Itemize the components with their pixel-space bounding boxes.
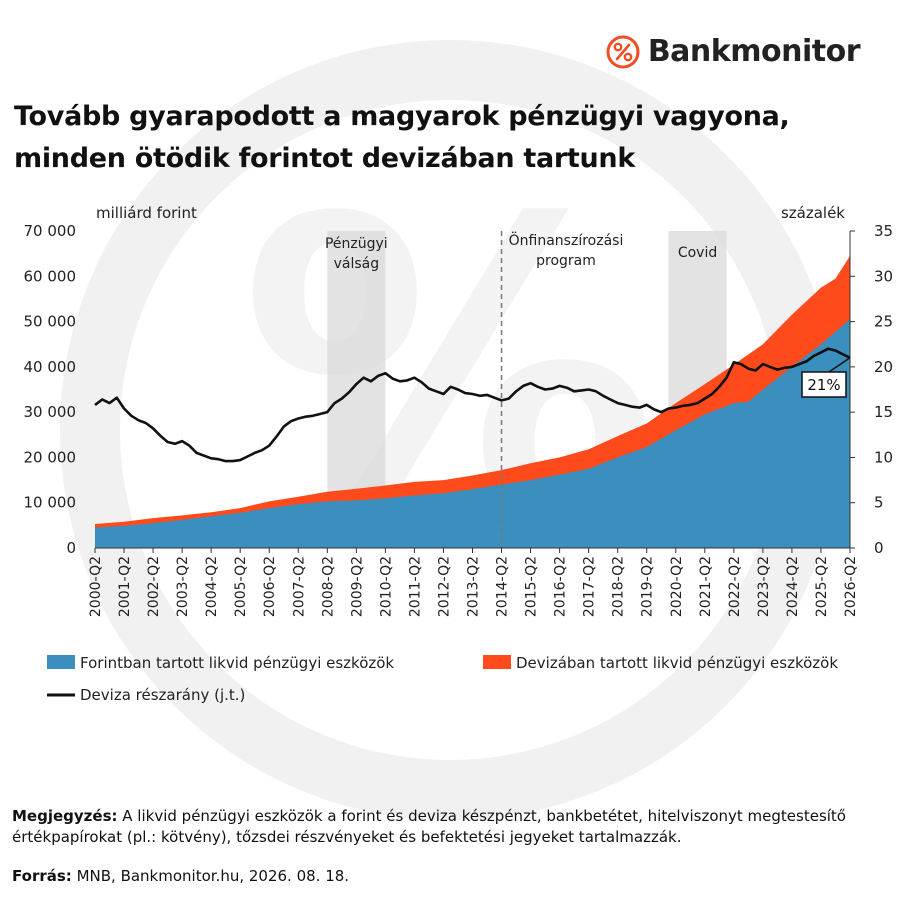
program-label-line: program <box>536 253 596 269</box>
x-tick-label: 2001-Q2 <box>117 556 133 617</box>
y-left-tick-label: 0 <box>66 539 76 557</box>
y-right-tick-label: 0 <box>874 539 884 557</box>
legend-swatch-deviza <box>483 655 511 669</box>
x-tick-label: 2021-Q2 <box>698 556 714 617</box>
x-tick-label: 2025-Q2 <box>814 556 830 617</box>
callout-value: 21% <box>807 376 840 394</box>
source-note: Forrás: MNB, Bankmonitor.hu, 2026. 08. 1… <box>12 867 349 885</box>
brand-logo: Bankmonitor <box>606 34 861 69</box>
legend-label-forint: Forintban tartott likvid pénzügyi eszköz… <box>80 654 394 672</box>
x-tick-label: 2019-Q2 <box>640 556 656 617</box>
y-right-tick-label: 10 <box>874 448 893 466</box>
y-right-axis-label: százalék <box>781 204 845 222</box>
x-tick-label: 2023-Q2 <box>756 556 772 617</box>
x-tick-label: 2009-Q2 <box>349 556 365 617</box>
y-right-tick-label: 15 <box>874 403 893 421</box>
x-tick-label: 2002-Q2 <box>146 556 162 617</box>
chart-canvas: Pénzügyi válság Covid Önfinanszírozási progr… <box>24 204 894 704</box>
y-left-tick-label: 70 000 <box>24 222 77 240</box>
x-tick-label: 2017-Q2 <box>582 556 598 617</box>
legend-label-ratio: Deviza részarány (j.t.) <box>80 686 245 704</box>
x-tick-label: 2004-Q2 <box>204 556 220 617</box>
x-tick-label: 2000-Q2 <box>88 556 104 617</box>
x-tick-label: 2011-Q2 <box>407 556 423 617</box>
x-tick-label: 2012-Q2 <box>436 556 452 617</box>
line-deviza-ratio <box>94 347 851 463</box>
x-tick-label: 2026-Q2 <box>843 556 859 617</box>
program-label-line: Önfinanszírozási <box>509 231 624 249</box>
y-left-tick-label: 10 000 <box>24 494 77 512</box>
legend-swatch-forint <box>47 655 75 669</box>
x-tick-label: 2024-Q2 <box>785 556 801 617</box>
y-left-tick-label: 20 000 <box>24 448 77 466</box>
y-left-tick-label: 60 000 <box>24 267 77 285</box>
x-tick-label: 2008-Q2 <box>320 556 336 617</box>
source-label: Forrás: <box>12 867 72 885</box>
area-forint <box>95 319 850 548</box>
crisis-label-line: Pénzügyi <box>325 236 388 252</box>
x-tick-label: 2006-Q2 <box>262 556 278 617</box>
y-right-tick-label: 25 <box>874 313 893 331</box>
y-right-tick-label: 5 <box>874 494 884 512</box>
footnote: Megjegyzés: A likvid pénzügyi eszközök a… <box>12 806 892 848</box>
x-tick-label: 2015-Q2 <box>524 556 540 617</box>
title-line-2: minden ötödik forintot devizában tartunk <box>14 143 636 174</box>
x-tick-label: 2010-Q2 <box>378 556 394 617</box>
title-line-1: Tovább gyarapodott a magyarok pénzügyi v… <box>14 101 790 132</box>
y-left-tick-label: 40 000 <box>24 358 77 376</box>
x-tick-label: 2014-Q2 <box>495 556 511 617</box>
callout-box <box>801 371 847 398</box>
legend-label-deviza: Devizában tartott likvid pénzügyi eszköz… <box>516 654 838 672</box>
source-text: MNB, Bankmonitor.hu, 2026. 08. 18. <box>76 867 350 885</box>
x-tick-label: 2003-Q2 <box>175 556 191 617</box>
y-left-tick-label: 50 000 <box>24 313 77 331</box>
x-tick-label: 2005-Q2 <box>233 556 249 617</box>
x-tick-label: 2022-Q2 <box>727 556 743 617</box>
x-tick-label: 2016-Q2 <box>553 556 569 617</box>
covid-label: Covid <box>678 245 717 261</box>
footnote-label: Megjegyzés: <box>12 807 118 825</box>
brand-name: Bankmonitor <box>647 34 861 69</box>
chart-title: Tovább gyarapodott a magyarok pénzügyi v… <box>14 96 894 180</box>
x-tick-label: 2013-Q2 <box>466 556 482 617</box>
x-tick-label: 2018-Q2 <box>611 556 627 617</box>
y-right-tick-label: 20 <box>874 358 893 376</box>
crisis-label-line: válság <box>334 256 380 272</box>
x-tick-label: 2007-Q2 <box>291 556 307 617</box>
y-left-axis-label: milliárd forint <box>96 204 197 222</box>
footnote-text: A likvid pénzügyi eszközök a forint és d… <box>12 807 846 846</box>
x-tick-label: 2020-Q2 <box>669 556 685 617</box>
y-right-tick-label: 35 <box>874 222 893 240</box>
y-left-tick-label: 30 000 <box>24 403 77 421</box>
percent-circle-icon <box>606 35 640 68</box>
y-right-tick-label: 30 <box>874 267 893 285</box>
